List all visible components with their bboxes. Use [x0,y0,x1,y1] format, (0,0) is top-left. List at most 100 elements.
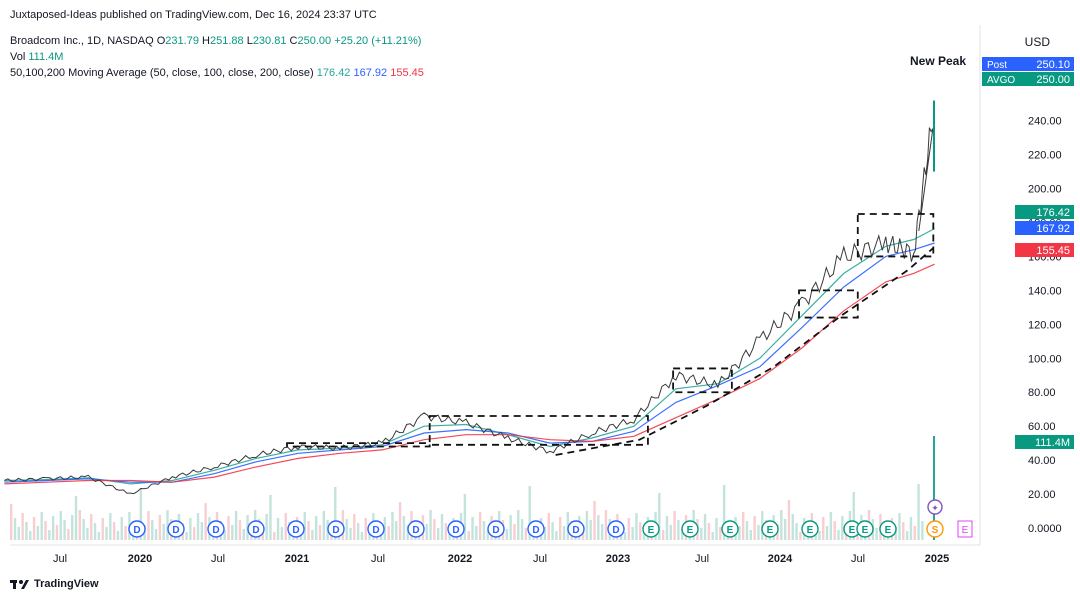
ticker-tag-label: AVGO [987,75,1015,86]
volume-bar [700,528,703,540]
volume-bar [517,510,520,540]
volume-bar [566,512,570,540]
post-tag-value: 250.10 [1036,59,1070,71]
volume-bar [55,525,59,540]
volume-bar [353,514,356,540]
event-marker-label: E [727,525,734,536]
volume-bar [97,532,101,540]
y-tick-label: 20.00 [1028,489,1056,501]
volume-bar [334,487,337,540]
volume-bar [311,530,314,540]
volume-bar [387,526,390,540]
volume-bar [783,519,787,540]
volume-bar [757,525,760,540]
volume-bar [787,500,791,540]
volume-bar [269,495,272,540]
event-marker-label: D [492,525,499,536]
post-tag-label: Post [987,60,1007,71]
volume-bar [780,510,783,540]
tradingview-wordmark: TradingView [34,578,99,590]
volume-bar [791,514,794,540]
volume-bar [116,531,120,540]
volume-bar [280,527,284,540]
volume-bar [703,514,707,540]
volume-value: 111.4M [28,51,64,63]
volume-bar [475,526,478,540]
volume-bar [223,530,226,540]
tradingview-icon [10,580,29,589]
currency-label[interactable]: USD [1024,35,1050,49]
volume-bar [673,511,676,540]
consolidation-box-2023 [672,367,733,394]
event-marker-label: E [849,525,856,536]
consolidation-box-2024a [798,289,859,319]
volume-bar [600,524,604,540]
ma100-tag-bg [1015,221,1074,235]
event-marker-label: D [332,525,339,536]
volume-bar [463,494,467,540]
volume-bar [665,516,669,540]
consolidation-box-2021 [286,442,431,448]
volume-bar [711,532,714,540]
volume-bar [318,525,322,540]
event-marker [721,520,739,538]
tradingview-logo[interactable]: TradingView [10,578,99,590]
event-marker [607,520,625,538]
event-marker-label: E [885,525,892,536]
volume-bar [25,522,28,540]
volume-bar [82,519,85,540]
x-tick-label: Jul [371,553,385,565]
volume-bar [395,521,398,540]
volume-bar [17,527,21,540]
y-tick-label: 240.00 [1028,116,1062,128]
volume-bar [105,527,108,540]
x-tick-label: 2023 [606,553,630,565]
volume-bar [158,515,162,540]
event-marker [167,520,185,538]
volume-bar [825,526,829,540]
event-marker-label: D [412,525,419,536]
volume-bar [742,512,745,540]
event-marker [926,520,944,538]
volume-bar [471,517,474,540]
y-tick-label: 100.00 [1028,353,1062,365]
volume-bar [124,526,127,540]
volume-bar [467,531,470,540]
volume-bar [139,488,143,540]
ohlc-open: O231.79 [156,35,199,47]
price-line [4,127,934,495]
volume-bar [905,531,909,540]
volume-bar [448,532,451,540]
volume-bar [513,524,516,540]
volume-bar [273,532,276,540]
future-earnings-label: E [962,525,969,536]
volume-bar [635,513,638,540]
volume-bar [59,511,62,540]
volume-bar [661,530,665,540]
ma50-tag-bg [1015,205,1074,219]
symbol-line: Broadcom Inc., 1D, NASDAQ O231.79 H251.8… [10,35,421,47]
event-marker [801,520,819,538]
volume-bar [303,512,306,540]
volume-tag-bg [1015,435,1074,449]
event-marker-label: D [252,525,259,536]
volume-bar [543,527,547,540]
volume-bar [433,519,436,540]
volume-bar [795,523,798,540]
x-tick-label: 2024 [768,553,793,565]
event-marker [567,520,585,538]
volume-bar [547,513,550,540]
ma-label: 50,100,200 Moving Average (50, close, 10… [10,67,314,79]
volume-bar [753,516,756,540]
event-marker-label: E [767,525,774,536]
volume-bar [189,518,192,540]
volume-bar [147,511,150,540]
event-marker [207,520,225,538]
volume-bar [406,525,409,540]
volume-bar [151,520,154,540]
ma50-value: 176.42 [316,67,351,79]
volume-bar [722,485,726,540]
volume-bar [200,522,204,540]
volume-bar [520,519,524,540]
